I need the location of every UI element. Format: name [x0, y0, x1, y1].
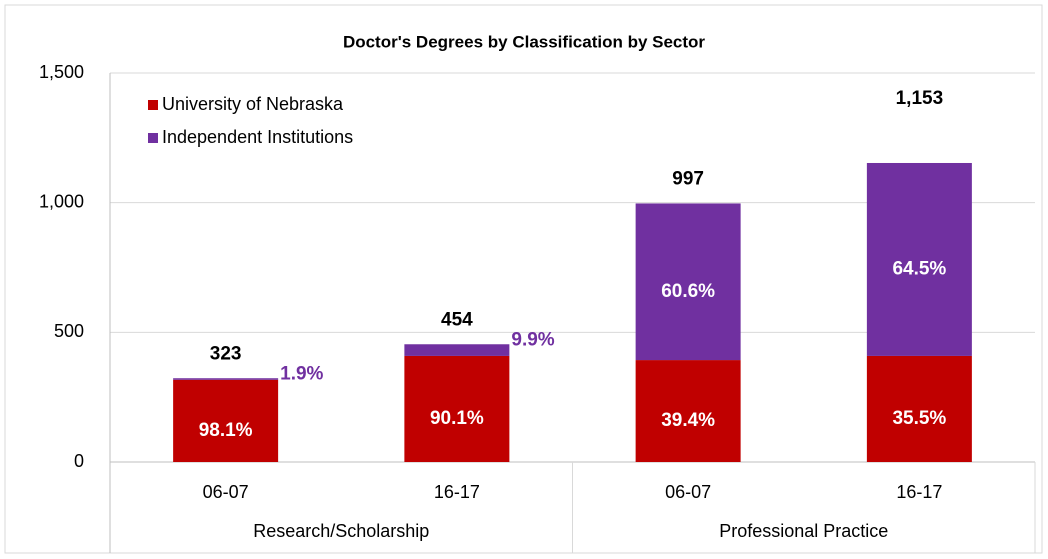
bar-segment: [173, 378, 279, 380]
segment-label: 60.6%: [661, 281, 715, 302]
segment-label: 35.5%: [892, 408, 946, 429]
bar-segment: [866, 162, 972, 356]
y-tick-label: 1,500: [39, 62, 84, 82]
group-label: Research/Scholarship: [253, 521, 429, 541]
segment-label: 90.1%: [430, 408, 484, 429]
segment-label: 1.9%: [280, 363, 323, 384]
bar-segment: [173, 379, 279, 462]
legend-label: University of Nebraska: [162, 94, 344, 114]
segment-label: 9.9%: [511, 329, 554, 350]
bar-segment: [635, 203, 741, 361]
total-label: 1,153: [896, 88, 944, 109]
segment-label: 39.4%: [661, 410, 715, 431]
x-tick-label: 06-07: [203, 482, 249, 502]
bar-segment: [404, 344, 510, 356]
y-tick-label: 0: [74, 451, 84, 471]
bar-segment: [404, 355, 510, 462]
total-label: 997: [672, 168, 704, 189]
x-tick-label: 16-17: [434, 482, 480, 502]
y-tick-label: 1,000: [39, 191, 84, 211]
bar-segment: [635, 360, 741, 462]
segment-label: 98.1%: [199, 420, 253, 441]
legend-swatch: [148, 100, 158, 110]
chart-title: Doctor's Degrees by Classification by Se…: [343, 32, 705, 51]
legend-swatch: [148, 133, 158, 143]
bar-segment: [866, 355, 972, 462]
x-tick-label: 16-17: [896, 482, 942, 502]
y-tick-label: 500: [54, 321, 84, 341]
total-label: 323: [210, 343, 242, 364]
legend-label: Independent Institutions: [162, 127, 353, 147]
total-label: 454: [441, 309, 473, 330]
group-label: Professional Practice: [719, 521, 888, 541]
segment-label: 64.5%: [892, 258, 946, 279]
x-tick-label: 06-07: [665, 482, 711, 502]
